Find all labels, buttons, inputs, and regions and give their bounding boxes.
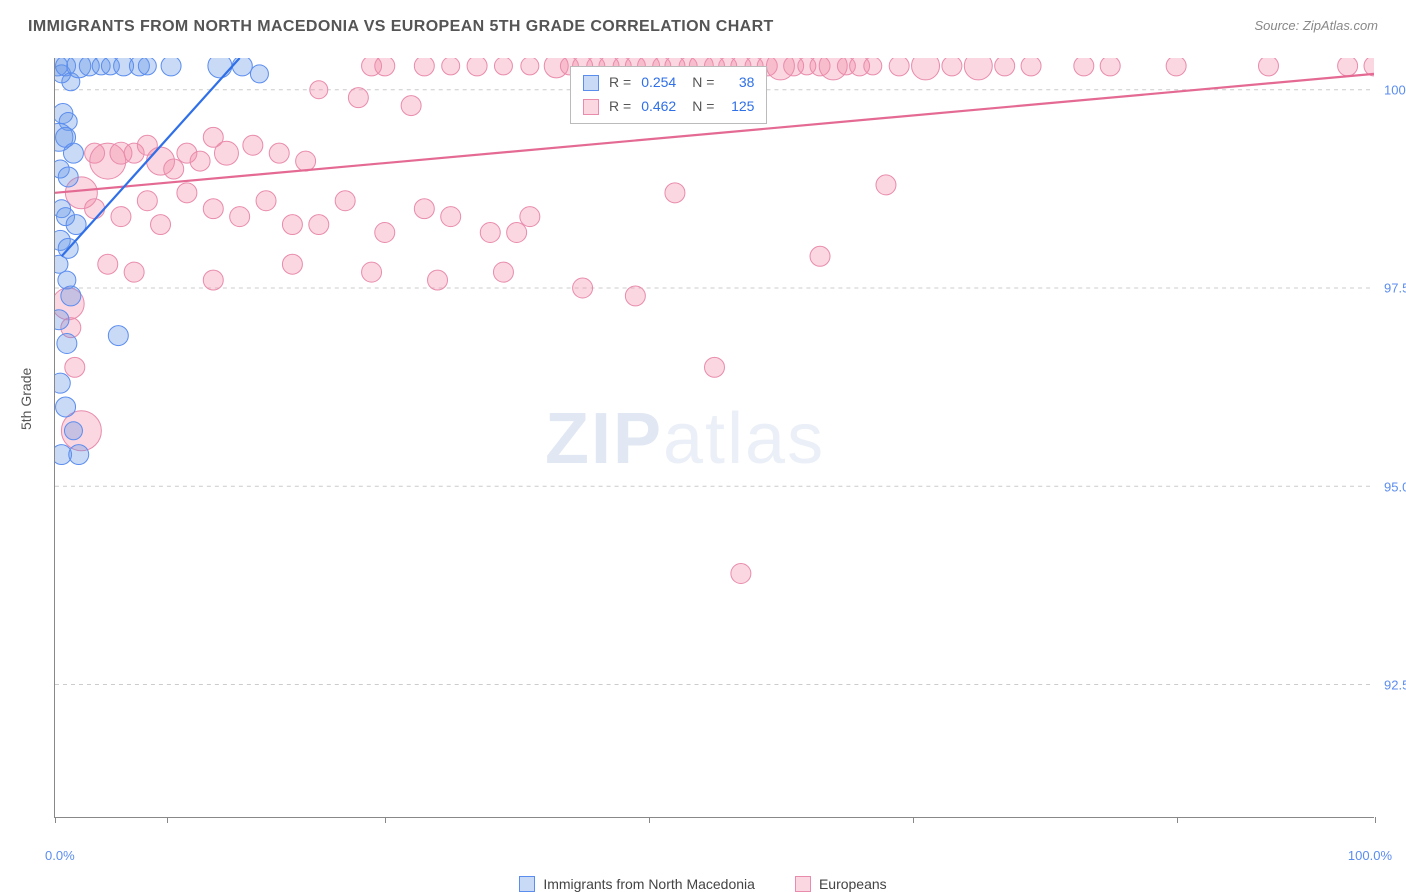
x-tick xyxy=(1375,817,1376,823)
x-tick xyxy=(913,817,914,823)
y-tick-label: 92.5% xyxy=(1384,678,1406,693)
legend-swatch-b xyxy=(795,876,811,892)
stats-row-a: R = 0.254 N = 38 xyxy=(583,71,754,95)
x-tick xyxy=(385,817,386,823)
legend-item-b: Europeans xyxy=(795,876,887,892)
x-end-label: 100.0% xyxy=(1348,848,1392,863)
legend-label-b: Europeans xyxy=(819,876,887,892)
x-tick xyxy=(55,817,56,823)
x-tick xyxy=(1177,817,1178,823)
x-start-label: 0.0% xyxy=(45,848,75,863)
n-label-b: N = xyxy=(692,95,714,119)
y-tick-label: 100.0% xyxy=(1384,82,1406,97)
r-value-b: 0.462 xyxy=(641,95,676,119)
legend-label-a: Immigrants from North Macedonia xyxy=(543,876,755,892)
r-label-b: R = xyxy=(609,95,631,119)
stats-row-b: R = 0.462 N = 125 xyxy=(583,95,754,119)
y-tick-label: 97.5% xyxy=(1384,281,1406,296)
legend-swatch-a xyxy=(519,876,535,892)
stats-swatch-b xyxy=(583,99,599,115)
r-label-a: R = xyxy=(609,71,631,95)
n-value-a: 38 xyxy=(724,71,754,95)
x-tick xyxy=(167,817,168,823)
scatter-svg xyxy=(55,58,1374,817)
r-value-a: 0.254 xyxy=(641,71,676,95)
legend-item-a: Immigrants from North Macedonia xyxy=(519,876,755,892)
x-tick xyxy=(649,817,650,823)
chart-title: IMMIGRANTS FROM NORTH MACEDONIA VS EUROP… xyxy=(28,18,774,36)
y-tick-label: 95.0% xyxy=(1384,479,1406,494)
chart-plot-area: 92.5%95.0%97.5%100.0% ZIPatlas R = 0.254… xyxy=(54,58,1374,818)
stats-legend-box: R = 0.254 N = 38 R = 0.462 N = 125 xyxy=(570,66,767,124)
n-label-a: N = xyxy=(692,71,714,95)
source-label: Source: ZipAtlas.com xyxy=(1254,18,1378,33)
stats-swatch-a xyxy=(583,75,599,91)
n-value-b: 125 xyxy=(724,95,754,119)
legend-bottom: Immigrants from North Macedonia European… xyxy=(0,876,1406,892)
y-axis-label: 5th Grade xyxy=(18,368,34,430)
